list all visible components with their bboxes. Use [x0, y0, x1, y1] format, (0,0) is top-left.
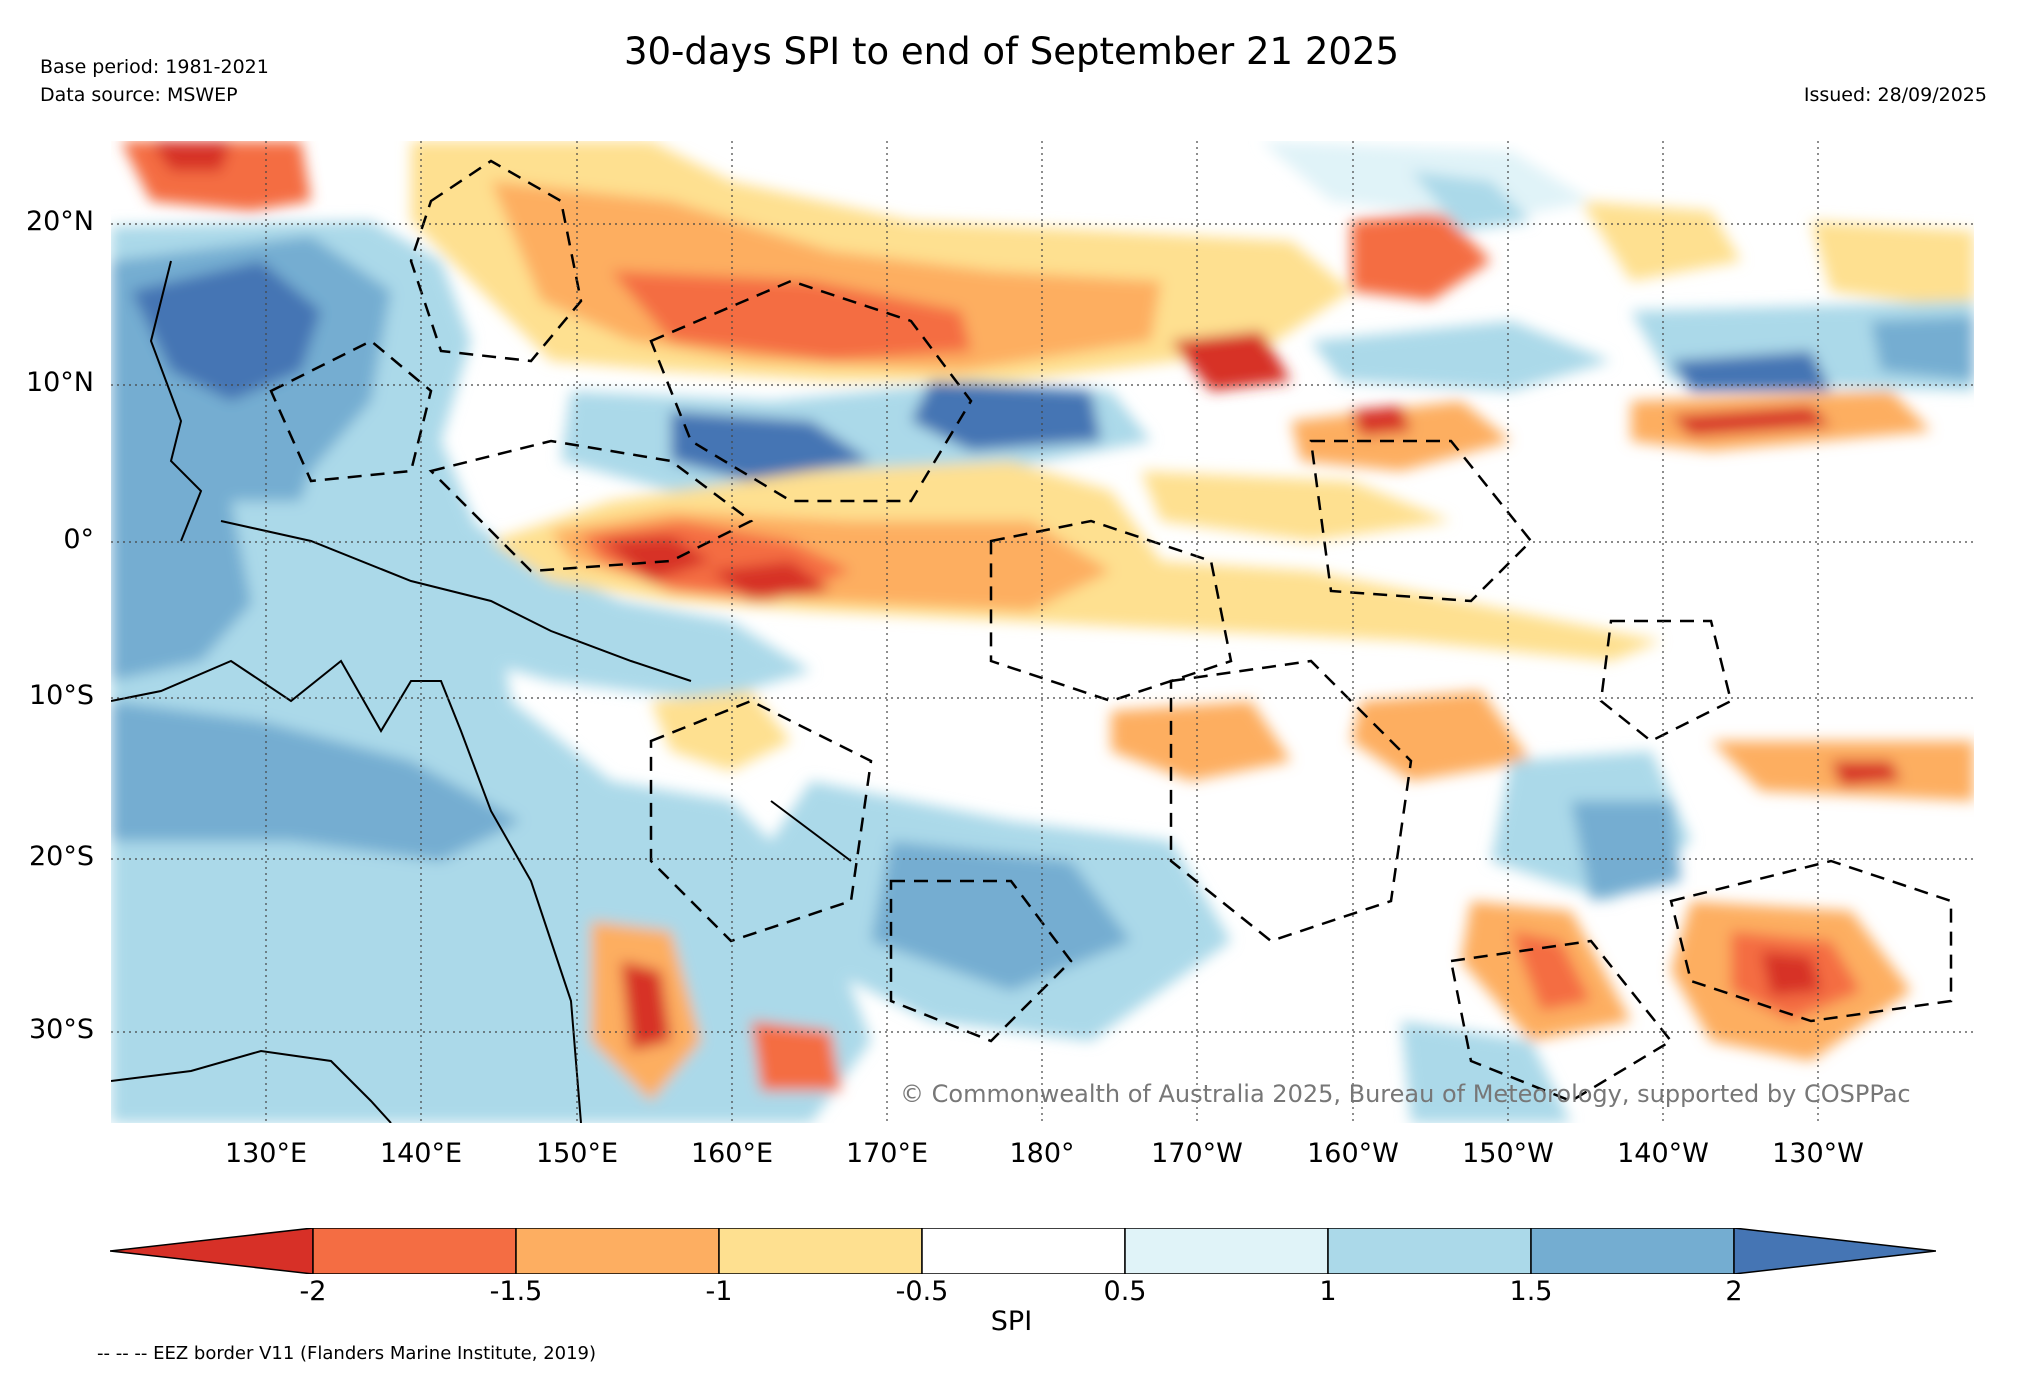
page-title: 30-days SPI to end of September 21 2025: [623, 30, 1400, 73]
lon-label-130w: 130°W: [1772, 1138, 1864, 1169]
colorbar-tick-minus1: -1: [705, 1276, 733, 1307]
lon-label-140e: 140°E: [379, 1138, 463, 1169]
spi-colorbar: [110, 1228, 1936, 1274]
coastlines: [111, 260, 852, 1123]
colorbar-segment-below-2: [110, 1228, 314, 1274]
colorbar-segment-2: [515, 1228, 720, 1274]
colorbar-segment-4: [921, 1228, 1126, 1274]
lon-label-150w: 150°W: [1462, 1138, 1554, 1169]
lat-label-10s: 10°S: [29, 680, 94, 711]
graticule: [111, 141, 1974, 1123]
base-period-text: Base period: 1981-2021: [40, 56, 269, 78]
colorbar-tick-minus1-5: -1.5: [489, 1276, 543, 1307]
colorbar-tick-1: 1: [1319, 1276, 1337, 1307]
issued-date-text: Issued: 28/09/2025: [1803, 84, 1987, 106]
lat-label-30s: 30°S: [29, 1014, 94, 1045]
colorbar-segment-above-2: [1733, 1228, 1936, 1274]
lat-label-10n: 10°N: [25, 367, 94, 398]
lat-label-20s: 20°S: [29, 841, 94, 872]
lon-label-170w: 170°W: [1151, 1138, 1243, 1169]
colorbar-segment-7: [1530, 1228, 1735, 1274]
lon-label-150e: 150°E: [535, 1138, 619, 1169]
colorbar-segment-3: [718, 1228, 923, 1274]
eez-legend-note: -- -- -- EEZ border V11 (Flanders Marine…: [97, 1343, 597, 1364]
spi-map-canvas: [111, 141, 1974, 1123]
colorbar-segment-5: [1124, 1228, 1329, 1274]
colorbar-tick-2: 2: [1725, 1276, 1743, 1307]
colorbar-segment-1: [312, 1228, 517, 1274]
data-source-text: Data source: MSWEP: [40, 84, 238, 106]
colorbar-tick-1-5: 1.5: [1509, 1276, 1553, 1307]
lon-label-160e: 160°E: [690, 1138, 774, 1169]
colorbar-tick-0-5: 0.5: [1103, 1276, 1147, 1307]
colorbar-segment-6: [1327, 1228, 1532, 1274]
spi-field: [111, 141, 1974, 1123]
lon-label-130e: 130°E: [224, 1138, 308, 1169]
lon-label-160w: 160°W: [1307, 1138, 1399, 1169]
copyright-watermark: © Commonwealth of Australia 2025, Bureau…: [900, 1080, 1911, 1108]
colorbar-tick-minus2: -2: [299, 1276, 327, 1307]
lat-label-0: 0°: [63, 524, 94, 555]
spi-map[interactable]: [111, 141, 1974, 1123]
lon-label-140w: 140°W: [1617, 1138, 1709, 1169]
colorbar-tick-minus0-5: -0.5: [895, 1276, 949, 1307]
colorbar-label: SPI: [990, 1306, 1033, 1337]
lon-label-170e: 170°E: [845, 1138, 929, 1169]
lat-label-20n: 20°N: [25, 206, 94, 237]
lon-label-180: 180°: [1009, 1138, 1075, 1169]
